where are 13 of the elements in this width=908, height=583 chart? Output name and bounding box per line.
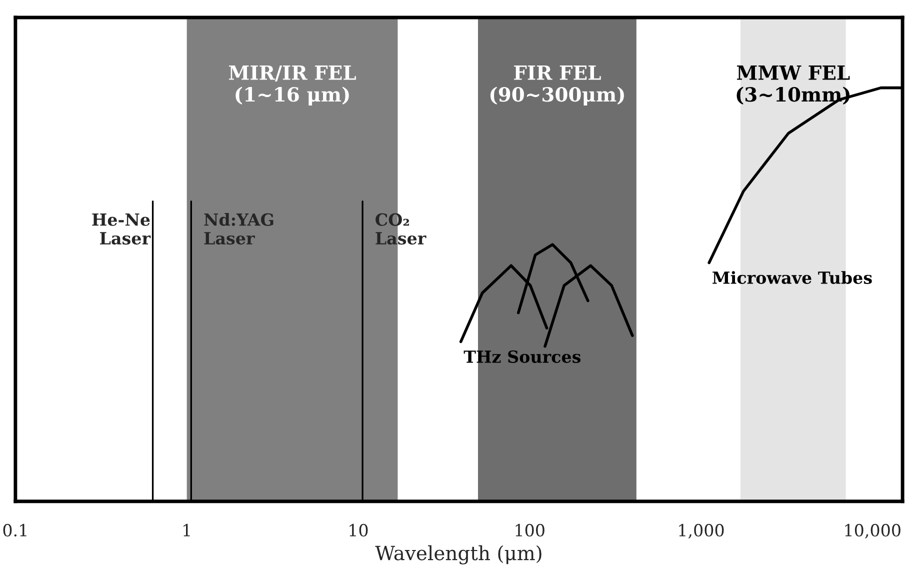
x-tick-label: 10,000 xyxy=(845,524,900,539)
x-axis-title: Wavelength (μm) xyxy=(375,545,542,564)
band-label: MIR/IR FEL (1~16 μm) xyxy=(228,66,356,106)
series-label: Microwave Tubes xyxy=(712,271,872,284)
x-tick-label: 1 xyxy=(184,524,190,536)
band-label: MMW FEL (3~10mm) xyxy=(736,66,850,105)
ref-line-label: He-Ne Laser xyxy=(92,214,151,245)
band-label: FIR FEL (90~300μm) xyxy=(490,66,624,106)
x-tick-label: 100 xyxy=(516,524,544,537)
x-tick-label: 0.1 xyxy=(3,524,26,537)
x-tick-label: 1,000 xyxy=(679,524,724,539)
ref-line-label: Nd:YAG Laser xyxy=(204,213,274,245)
x-tick-label: 10 xyxy=(350,524,368,537)
